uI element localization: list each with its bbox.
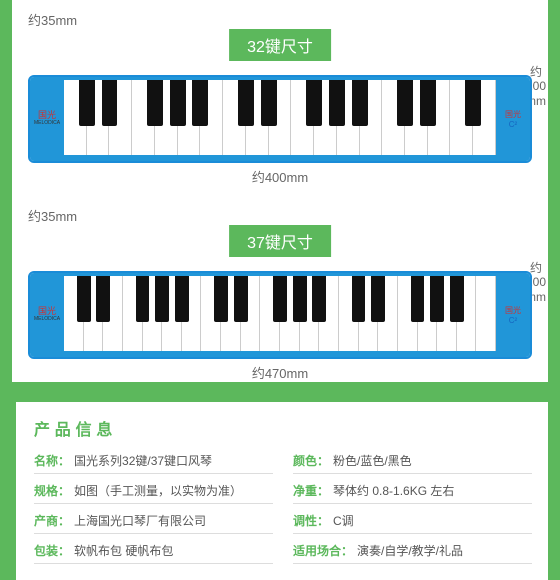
brand-r2: C² bbox=[509, 316, 517, 325]
spec-row: 规格：如图（手工测量，以实物为准） bbox=[34, 482, 273, 504]
brand-r1: 国光 bbox=[505, 305, 521, 316]
spec-value: 粉色/蓝色/黑色 bbox=[333, 452, 412, 469]
dim-left-37: 约35mm bbox=[28, 206, 540, 225]
spec-label: 产商： bbox=[34, 512, 70, 529]
spec-value: 软帆布包 硬帆布包 bbox=[74, 542, 173, 559]
melodica-32-wrap: 国光 MELODICA 国光 C² bbox=[28, 75, 532, 163]
title-32: 32键尺寸 bbox=[229, 29, 331, 61]
spec-row: 颜色：粉色/蓝色/黑色 bbox=[293, 452, 532, 474]
brand-r2: C² bbox=[509, 120, 517, 129]
brand-r1: 国光 bbox=[505, 109, 521, 120]
spec-label: 规格： bbox=[34, 482, 70, 499]
left-cap: 国光 MELODICA bbox=[30, 77, 64, 161]
spec-label: 包装： bbox=[34, 542, 70, 559]
brand-sub: MELODICA bbox=[34, 121, 60, 127]
left-cap: 国光 MELODICA bbox=[30, 273, 64, 357]
brand-sub: MELODICA bbox=[34, 317, 60, 323]
spec-row: 适用场合：演奏/自学/教学/礼品 bbox=[293, 542, 532, 564]
keys-37 bbox=[64, 273, 496, 357]
dim-bottom-37: 约470mm bbox=[20, 363, 540, 382]
melodica-37: 国光 MELODICA 国光 C² bbox=[28, 271, 532, 359]
spec-label: 名称： bbox=[34, 452, 70, 469]
keys-32 bbox=[64, 77, 496, 161]
section-37: 约35mm 37键尺寸 约 100 mm 国光 MELODICA 国光 C² 约… bbox=[20, 206, 540, 382]
spec-label: 适用场合： bbox=[293, 542, 353, 559]
spec-row: 调性：C调 bbox=[293, 512, 532, 534]
section-32: 约35mm 32键尺寸 约 100 mm 国光 MELODICA 国光 C² 约… bbox=[20, 10, 540, 186]
melodica-32: 国光 MELODICA 国光 C² bbox=[28, 75, 532, 163]
spec-row: 净重：琴体约 0.8-1.6KG 左右 bbox=[293, 482, 532, 504]
spec-value: C调 bbox=[333, 512, 354, 529]
right-cap: 国光 C² bbox=[496, 273, 530, 357]
top-panel: 约35mm 32键尺寸 约 100 mm 国光 MELODICA 国光 C² 约… bbox=[12, 0, 548, 382]
spec-panel: 产品信息 名称：国光系列32键/37键口风琴颜色：粉色/蓝色/黑色规格：如图（手… bbox=[12, 402, 548, 580]
spec-table: 名称：国光系列32键/37键口风琴颜色：粉色/蓝色/黑色规格：如图（手工测量，以… bbox=[34, 452, 532, 564]
spec-row: 包装：软帆布包 硬帆布包 bbox=[34, 542, 273, 564]
dim-left-32: 约35mm bbox=[28, 10, 540, 29]
dim-bottom-32: 约400mm bbox=[20, 167, 540, 186]
title-37: 37键尺寸 bbox=[229, 225, 331, 257]
spec-value: 如图（手工测量，以实物为准） bbox=[74, 482, 242, 499]
spec-label: 净重： bbox=[293, 482, 329, 499]
spec-value: 演奏/自学/教学/礼品 bbox=[357, 542, 463, 559]
spec-heading: 产品信息 bbox=[34, 416, 532, 440]
spec-label: 颜色： bbox=[293, 452, 329, 469]
spec-value: 国光系列32键/37键口风琴 bbox=[74, 452, 212, 469]
right-cap: 国光 C² bbox=[496, 77, 530, 161]
melodica-37-wrap: 国光 MELODICA 国光 C² bbox=[28, 271, 532, 359]
spec-row: 产商：上海国光口琴厂有限公司 bbox=[34, 512, 273, 534]
spec-value: 上海国光口琴厂有限公司 bbox=[74, 512, 206, 529]
spec-row: 名称：国光系列32键/37键口风琴 bbox=[34, 452, 273, 474]
spec-value: 琴体约 0.8-1.6KG 左右 bbox=[333, 482, 454, 499]
spec-label: 调性： bbox=[293, 512, 329, 529]
